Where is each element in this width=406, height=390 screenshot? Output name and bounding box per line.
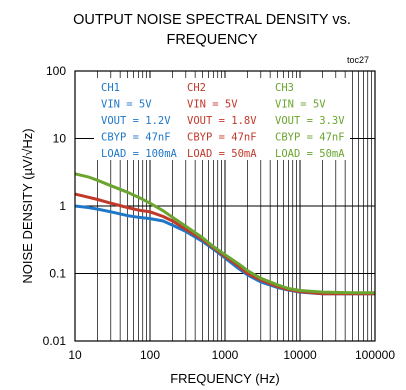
chart-title-line-1: OUTPUT NOISE SPECTRAL DENSITY vs.	[73, 12, 351, 28]
series-line-ch3	[74, 172, 375, 295]
legend-ch1-line: LOAD = 100mA	[101, 148, 178, 160]
y-tick-label: 0.1	[49, 267, 66, 281]
legend-box	[94, 78, 350, 160]
legend-ch3-line: CBYP = 47nF	[275, 132, 345, 144]
x-tick-label: 100000	[355, 348, 395, 362]
legend-ch2-line: VIN = 5V	[187, 99, 238, 111]
chart-title-line-2: FREQUENCY	[166, 32, 257, 48]
legend-ch3-line: VIN = 5V	[275, 99, 326, 111]
legend-ch1-line: VOUT = 1.2V	[101, 115, 171, 127]
y-tick-label: 0.01	[43, 334, 67, 348]
x-tick-label: 10	[68, 348, 82, 362]
legend-ch1-line: CH1	[101, 82, 120, 94]
series-group	[74, 172, 375, 296]
figure-id: toc27	[347, 55, 369, 65]
plot-frame	[74, 70, 376, 342]
legend-ch2-line: CH2	[187, 82, 206, 94]
y-tick-label: 10	[53, 132, 67, 146]
y-tick-label: 100	[46, 64, 66, 78]
legend-ch3-line: CH3	[275, 82, 294, 94]
x-tick-label: 10000	[283, 348, 317, 362]
tick-labels: 10 100 1000 10000 100000 100 10 1 0.1 0.01	[43, 64, 396, 362]
legend-ch3-line: VOUT = 3.3V	[275, 115, 345, 127]
y-tick-label: 1	[59, 199, 66, 213]
legend-ch1-line: VIN = 5V	[101, 99, 152, 111]
x-axis-label: FREQUENCY (Hz)	[170, 371, 280, 386]
legend-ch2-line: LOAD = 50mA	[187, 148, 257, 160]
legend-ch3-line: LOAD = 50mA	[275, 148, 345, 160]
legend-ch2-line: CBYP = 47nF	[187, 132, 257, 144]
legend-ch2-line: VOUT = 1.8V	[187, 115, 257, 127]
y-axis-label: NOISE DENSITY (µV/√Hz)	[20, 128, 35, 283]
x-tick-label: 100	[140, 348, 160, 362]
x-tick-label: 1000	[212, 348, 239, 362]
legend: CH1 VIN = 5V VOUT = 1.2V CBYP = 47nF LOAD = …	[94, 78, 350, 160]
legend-ch1-line: CBYP = 47nF	[101, 132, 171, 144]
